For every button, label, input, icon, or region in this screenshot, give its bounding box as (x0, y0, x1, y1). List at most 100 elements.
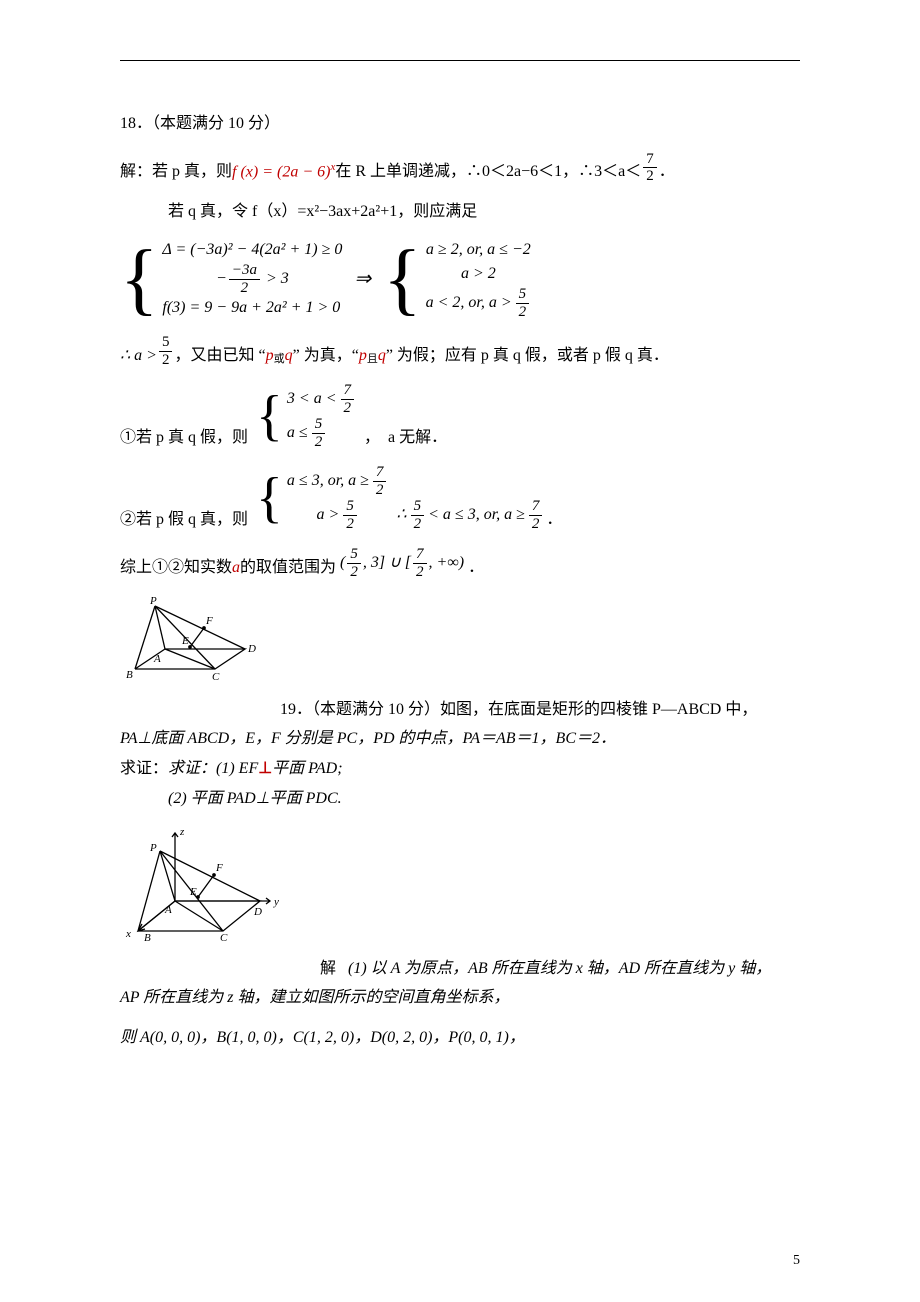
frac-den: 2 (341, 400, 355, 417)
frac-num: 7 (341, 382, 355, 400)
fig2-label-E: E (189, 886, 197, 898)
frac-den: 2 (411, 516, 425, 533)
frac-den: 2 (238, 280, 252, 297)
frac-den: 2 (516, 304, 530, 321)
figure-2: z P A B C D y x E F (120, 823, 800, 952)
q18-l1-c: ． (659, 159, 675, 185)
frac-den: 2 (529, 516, 543, 533)
q18-sys-left: { Δ = (−3a)² − 4(2a² + 1) ≥ 0 − −3a 2 > … (120, 238, 342, 320)
frac-den: 2 (159, 352, 173, 369)
q18-or: 或 (274, 351, 285, 369)
q18-sys-l-r3: f(3) = 9 − 9a + 2a² + 1 > 0 (162, 296, 342, 320)
frac-num: 5 (411, 498, 425, 516)
frac-num: 7 (373, 464, 387, 482)
q19-sol-l3: 则 A(0, 0, 0)，B(1, 0, 0)，C(1, 2, 0)，D(0, … (120, 1025, 525, 1051)
frac-den: 2 (347, 564, 361, 581)
figure-1-svg: P A B C D E F (120, 594, 270, 684)
frac-num: 5 (159, 334, 173, 352)
fig1-label-A: A (153, 653, 161, 665)
q18-case1-r2: a ≤ 5 2 (287, 416, 356, 450)
q18-system: { Δ = (−3a)² − 4(2a² + 1) ≥ 0 − −3a 2 > … (120, 238, 800, 320)
page-number: 5 (793, 1250, 800, 1272)
q19-sol-l1: (1) 以 A 为原点，AB 所在直线为 x 轴，AD 所在直线为 y 轴， (348, 956, 771, 982)
q18-case2-concl-frac-b: 7 2 (529, 498, 543, 532)
q18-case2-r2-pre: a > (317, 503, 340, 527)
q19-sol-line1: 解 (1) 以 A 为原点，AB 所在直线为 x 轴，AD 所在直线为 y 轴， (120, 956, 800, 982)
q18-interval: ( 5 2 , 3] ∪ [ 7 2 , +∞) (340, 546, 464, 580)
q18-case2-r2-frac: 5 2 (343, 498, 357, 532)
frac-den: 2 (413, 564, 427, 581)
q18-interval-open: ( (340, 550, 345, 576)
frac-den: 2 (343, 516, 357, 533)
q19-sol-line3: 则 A(0, 0, 0)，B(1, 0, 0)，C(1, 2, 0)，D(0, … (120, 1025, 800, 1051)
q18-l3-c: ” 为假；应有 p 真 q 假，或者 p 假 q 真． (386, 343, 669, 369)
q18-sys-r-r3-frac: 5 2 (516, 286, 530, 320)
q18-case2-label: ②若 p 假 q 真，则 (120, 507, 248, 533)
q18-case1-r1-frac: 7 2 (341, 382, 355, 416)
q19-proof-tail1: 平面 PAD; (272, 756, 342, 782)
frac-num: 7 (413, 546, 427, 564)
q18-fx-expr: f (x) = (2a − 6)x (232, 159, 335, 185)
q18-sys-l-r2-pre: − (216, 267, 227, 291)
q18-sys-l-r2-frac: −3a 2 (229, 262, 260, 296)
fig1-label-P: P (149, 595, 157, 607)
q18-arrow: ⇒ (354, 263, 371, 295)
q18-fx-base: f (x) = (2a − 6) (232, 163, 330, 180)
fig2-label-A: A (164, 904, 172, 916)
q18-case1-body: 3 < a < 7 2 a ≤ 5 2 (287, 382, 356, 450)
q18-sys-right: { a ≥ 2, or, a ≤ −2 a > 2 a < 2, or, a >… (383, 238, 531, 320)
q18-q-1: q (285, 343, 293, 369)
frac-den: 2 (312, 434, 326, 451)
q18-interval-close: , +∞) (429, 550, 465, 576)
frac-num: 5 (347, 546, 361, 564)
q19-sol-label: 解 (320, 956, 336, 982)
q18-case2-body: a ≤ 3, or, a ≥ 7 2 a > 5 2 (287, 464, 389, 532)
q18-sys-left-body: Δ = (−3a)² − 4(2a² + 1) ≥ 0 − −3a 2 > 3 … (162, 238, 342, 320)
q18-case2-concl-frac-a: 5 2 (411, 498, 425, 532)
q18-case1: ①若 p 真 q 假，则 { 3 < a < 7 2 a ≤ 5 2 (120, 382, 800, 450)
fig2-label-F: F (215, 862, 223, 874)
q18-header: 18．（本题满分 10 分） (120, 111, 800, 137)
q18-interval-mid: , 3] ∪ [ (363, 550, 411, 576)
q19-line1: PA⊥底面 ABCD，E，F 分别是 PC，PD 的中点，PA＝AB＝1，BC＝… (120, 726, 800, 752)
q18-sys-r-r3-pre: a < 2, or, a > (426, 291, 512, 315)
q18-sys-r-r1: a ≥ 2, or, a ≤ −2 (426, 238, 532, 262)
q18-l3-b: ” 为真，“ (293, 343, 359, 369)
brace-icon: { (383, 247, 421, 311)
q18-sys-right-body: a ≥ 2, or, a ≤ −2 a > 2 a < 2, or, a > 5… (426, 238, 532, 320)
q19-header-line: 19．（本题满分 10 分）如图，在底面是矩形的四棱锥 P—ABCD 中， (120, 697, 800, 723)
q18-case2-concl-pre: ∴ (396, 502, 406, 528)
q19-proof2-text: (2) 平面 PAD⊥平面 PDC. (168, 786, 342, 812)
q18-summary-a: 综上①②知实数 (120, 555, 232, 581)
q18-interval-frac-a: 5 2 (347, 546, 361, 580)
q18-case1-r1-pre: 3 < a < (287, 387, 337, 411)
q18-summary-b: 的取值范围为 (240, 555, 336, 581)
fig2-label-x: x (125, 928, 131, 940)
q19-sol-line2: AP 所在直线为 z 轴，建立如图所示的空间直角坐标系， (120, 985, 800, 1011)
q18-l3-a: ，又由已知 “ (174, 343, 265, 369)
q18-case1-tail: ， a 无解． (364, 425, 447, 451)
fig2-label-C: C (220, 932, 228, 943)
q18-case2-concl: ∴ 5 2 < a ≤ 3, or, a ≥ 7 2 (396, 498, 546, 532)
fig1-label-C: C (212, 671, 220, 683)
q18-line1: 解：若 p 真，则 f (x) = (2a − 6)x 在 R 上单调递减，∴0… (120, 151, 800, 185)
brace-icon: { (256, 394, 283, 439)
q18-l2-text: 若 q 真，令 f（x）=x²−3ax+2a²+1，则应满足 (168, 199, 477, 225)
q19-header: 19．（本题满分 10 分）如图，在底面是矩形的四棱锥 P—ABCD 中， (280, 697, 757, 723)
q18-sys-l-r2: − −3a 2 > 3 (162, 262, 342, 296)
fig2-lines (138, 833, 270, 931)
fig1-labels: P A B C D E F (126, 595, 256, 683)
q18-case1-label: ①若 p 真 q 假，则 (120, 425, 248, 451)
perp-icon: ⊥ (258, 756, 272, 782)
q18-case1-r2-pre: a ≤ (287, 421, 308, 445)
q18-l1-a: 解：若 p 真，则 (120, 159, 232, 185)
fig1-lines (135, 606, 245, 669)
q19-proof-label-inner: 求证：(1) EF (168, 760, 258, 777)
frac-num: −3a (229, 262, 260, 280)
q18-line2: 若 q 真，令 f（x）=x²−3ax+2a²+1，则应满足 (120, 199, 800, 225)
q19-proof2: (2) 平面 PAD⊥平面 PDC. (120, 786, 800, 812)
q18-p-2: p (359, 343, 367, 369)
q18-therefore: ∴ a > 5 2 ，又由已知 “ p 或 q ” 为真，“ p 且 q ” 为… (120, 334, 800, 368)
q18-frac-5-2: 5 2 (159, 334, 173, 368)
q18-summary: 综上①②知实数 a 的取值范围为 ( 5 2 , 3] ∪ [ 7 2 , +∞… (120, 546, 800, 580)
